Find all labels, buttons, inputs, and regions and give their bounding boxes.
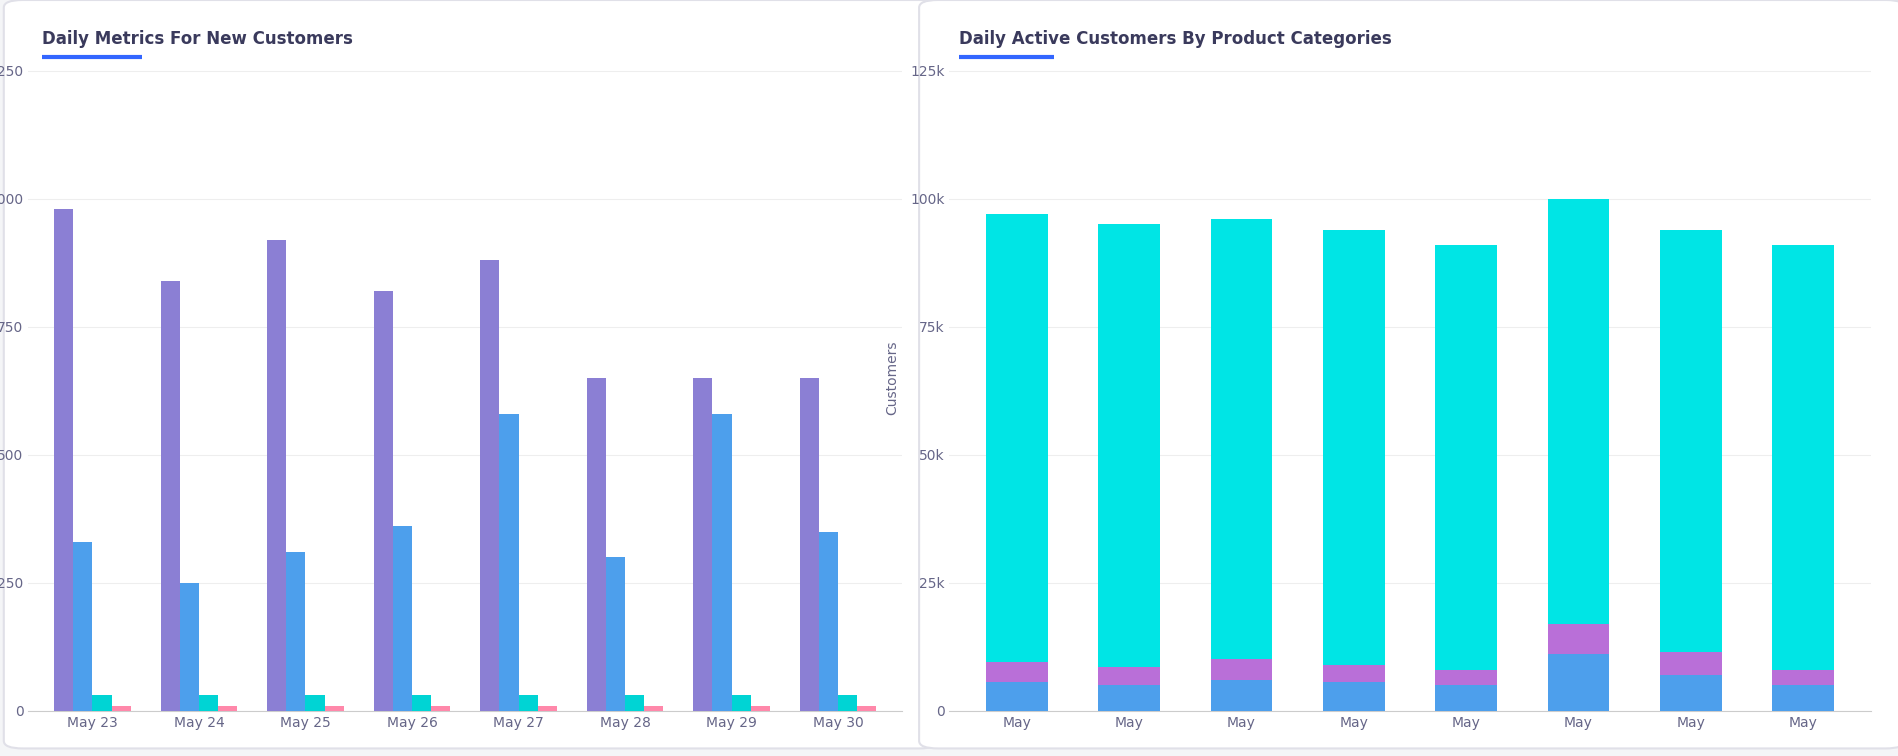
Text: Daily Metrics For New Customers: Daily Metrics For New Customers: [42, 30, 353, 48]
Bar: [1323, 683, 1384, 711]
Bar: [1435, 670, 1496, 685]
Y-axis label: Customers: Customers: [884, 341, 898, 415]
Bar: [712, 414, 731, 711]
Bar: [1771, 245, 1833, 670]
Bar: [93, 696, 112, 711]
Bar: [799, 378, 818, 711]
Bar: [605, 557, 624, 711]
Bar: [1771, 670, 1833, 685]
Bar: [818, 531, 837, 711]
Bar: [1211, 219, 1272, 659]
Bar: [1659, 652, 1721, 675]
Bar: [1323, 230, 1384, 665]
Bar: [985, 214, 1048, 662]
Bar: [74, 542, 93, 711]
Bar: [325, 705, 344, 711]
Bar: [586, 378, 605, 711]
Bar: [1435, 245, 1496, 670]
Bar: [1659, 675, 1721, 711]
Bar: [1097, 225, 1160, 667]
Bar: [268, 240, 287, 711]
Bar: [750, 705, 769, 711]
Bar: [431, 705, 450, 711]
Bar: [1771, 685, 1833, 711]
Bar: [480, 260, 499, 711]
Bar: [985, 683, 1048, 711]
Bar: [199, 696, 218, 711]
Text: Daily Active Customers By Product Categories: Daily Active Customers By Product Catego…: [958, 30, 1391, 48]
Bar: [1097, 667, 1160, 685]
Bar: [985, 662, 1048, 683]
Bar: [306, 696, 325, 711]
Bar: [287, 552, 306, 711]
Bar: [1211, 680, 1272, 711]
Bar: [1659, 230, 1721, 652]
Bar: [643, 705, 662, 711]
Bar: [412, 696, 431, 711]
Bar: [53, 209, 74, 711]
Bar: [1547, 199, 1608, 624]
Bar: [693, 378, 712, 711]
Bar: [624, 696, 643, 711]
Bar: [856, 705, 877, 711]
Bar: [374, 291, 393, 711]
Bar: [1547, 624, 1608, 655]
Bar: [161, 280, 180, 711]
Bar: [1097, 685, 1160, 711]
Bar: [731, 696, 750, 711]
Bar: [218, 705, 237, 711]
Bar: [837, 696, 856, 711]
Bar: [537, 705, 556, 711]
Bar: [1211, 659, 1272, 680]
Bar: [112, 705, 131, 711]
Bar: [393, 526, 412, 711]
Bar: [1323, 665, 1384, 683]
Bar: [518, 696, 537, 711]
Bar: [499, 414, 518, 711]
Bar: [1435, 685, 1496, 711]
Bar: [180, 583, 199, 711]
Bar: [1547, 655, 1608, 711]
